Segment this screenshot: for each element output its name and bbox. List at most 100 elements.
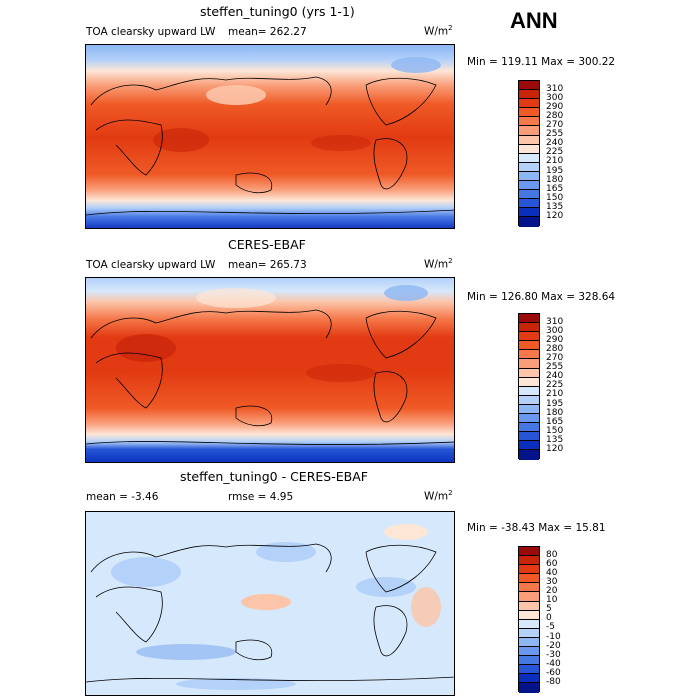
panel3-cbar-seg-1 (519, 556, 539, 566)
panel3-tick-7: 0 (546, 613, 552, 623)
panel1-variable: TOA clearsky upward LW (86, 26, 216, 38)
panel3-map (85, 511, 455, 696)
panel3-tick-13: -60 (546, 668, 561, 678)
panel1-tick-6: 240 (546, 138, 564, 148)
panel1-tick-10: 180 (546, 175, 564, 185)
panel1-cbar-seg-10 (519, 171, 539, 182)
panel2-tick-4: 270 (546, 353, 564, 363)
panel2-tick-3: 280 (546, 344, 564, 354)
panel3-cbar-seg-15 (519, 683, 539, 693)
panel2-map (85, 277, 455, 463)
panel2-minmax: Min = 126.80 Max = 328.64 (467, 291, 616, 303)
panel2-cbar-seg-14 (519, 441, 539, 451)
panel3-cbar-seg-4 (519, 583, 539, 593)
panel3-cbar-seg-0 (519, 547, 539, 557)
panel3-tick-12: -40 (546, 659, 561, 669)
panel2-tick-7: 225 (546, 380, 564, 390)
panel2-tick-2: 290 (546, 335, 564, 345)
panel3-map-svg (86, 512, 454, 695)
panel2-cbar-seg-11 (519, 414, 539, 424)
panel1-cbar-seg-4 (519, 117, 539, 127)
panel3-rmse: rmse = 4.95 (228, 491, 294, 503)
panel1-tick-7: 225 (546, 147, 564, 157)
panel3-cbar-seg-8 (519, 619, 539, 629)
panel1-cbar-seg-8 (519, 153, 539, 163)
panel1-cbar-seg-9 (519, 162, 539, 172)
panel1-cbar-seg-0 (519, 81, 539, 91)
panel2-cbar-seg-13 (519, 432, 539, 442)
panel1-cbar-seg-2 (519, 99, 539, 109)
panel2-cbar-seg-3 (519, 341, 539, 351)
panel2-tick-1: 300 (546, 326, 564, 336)
panel1-tick-1: 300 (546, 93, 564, 103)
panel3-tick-0: 80 (546, 550, 558, 560)
panel1-cbar-seg-14 (519, 208, 539, 218)
panel3-cbar-seg-13 (519, 665, 539, 675)
panel2-tick-0: 310 (546, 317, 564, 327)
panel1-mean: mean= 262.27 (228, 26, 307, 38)
panel2-colorbar (518, 313, 540, 460)
panel1-tick-14: 120 (546, 211, 564, 221)
panel3-tick-8: -5 (546, 622, 555, 632)
panel3-cbar-seg-11 (519, 647, 539, 657)
panel1-cbar-seg-3 (519, 108, 539, 118)
panel3-cbar-seg-2 (519, 565, 539, 575)
panel3-tick-2: 40 (546, 568, 558, 578)
panel1-minmax: Min = 119.11 Max = 300.22 (467, 56, 616, 68)
panel2-cbar-seg-7 (519, 377, 539, 387)
panel1-tick-9: 195 (546, 166, 564, 176)
panel2-tick-6: 240 (546, 371, 564, 381)
panel1-cbar-seg-1 (519, 90, 539, 100)
panel3-cbar-seg-5 (519, 592, 539, 602)
panel2-cbar-seg-4 (519, 350, 539, 360)
panel1-tick-5: 255 (546, 129, 564, 139)
season-label: ANN (510, 8, 558, 33)
panel2-tick-8: 210 (546, 389, 564, 399)
panel3-tick-1: 60 (546, 559, 558, 569)
panel2-units: W/m2 (424, 257, 453, 271)
panel3-tick-11: -30 (546, 650, 561, 660)
panel3-mean: mean = -3.46 (86, 491, 159, 503)
panel2-title: CERES-EBAF (228, 237, 306, 252)
panel1-cbar-seg-6 (519, 135, 539, 145)
panel2-cbar-seg-2 (519, 332, 539, 342)
panel2-cbar-seg-6 (519, 368, 539, 378)
panel3-units: W/m2 (424, 489, 453, 503)
panel1-cbar-seg-12 (519, 190, 539, 200)
panel1-tick-3: 280 (546, 111, 564, 121)
panel2-cbar-seg-8 (519, 386, 539, 396)
panel3-tick-14: -80 (546, 677, 561, 687)
panel1-units: W/m2 (424, 24, 453, 38)
panel1-tick-11: 165 (546, 184, 564, 194)
panel2-cbar-seg-9 (519, 395, 539, 405)
panel1-colorbar (518, 80, 540, 227)
panel2-cbar-seg-15 (519, 450, 539, 460)
panel1-tick-8: 210 (546, 156, 564, 166)
panel1-tick-4: 270 (546, 120, 564, 130)
panel2-cbar-seg-1 (519, 323, 539, 333)
panel3-title: steffen_tuning0 - CERES-EBAF (180, 469, 368, 484)
panel2-tick-10: 180 (546, 408, 564, 418)
panel1-cbar-seg-7 (519, 144, 539, 154)
panel1-tick-12: 150 (546, 193, 564, 203)
panel1-tick-0: 310 (546, 84, 564, 94)
panel1-map (85, 44, 455, 229)
panel2-map-svg (86, 278, 454, 462)
panel3-cbar-seg-9 (519, 628, 539, 638)
panel1-cbar-seg-15 (519, 217, 539, 227)
panel2-cbar-seg-10 (519, 404, 539, 415)
panel3-tick-4: 20 (546, 586, 558, 596)
panel2-cbar-seg-0 (519, 314, 539, 324)
panel1-map-svg (86, 45, 454, 228)
panel2-tick-11: 165 (546, 417, 564, 427)
panel3-minmax: Min = -38.43 Max = 15.81 (467, 522, 606, 534)
panel3-tick-10: -20 (546, 641, 561, 651)
panel3-tick-5: 10 (546, 595, 558, 605)
panel3-cbar-seg-6 (519, 601, 539, 611)
panel2-tick-5: 255 (546, 362, 564, 372)
panel2-tick-14: 120 (546, 444, 564, 454)
panel3-tick-9: -10 (546, 632, 561, 642)
panel2-variable: TOA clearsky upward LW (86, 259, 216, 271)
panel3-cbar-seg-12 (519, 656, 539, 666)
panel3-tick-6: 5 (546, 604, 552, 614)
